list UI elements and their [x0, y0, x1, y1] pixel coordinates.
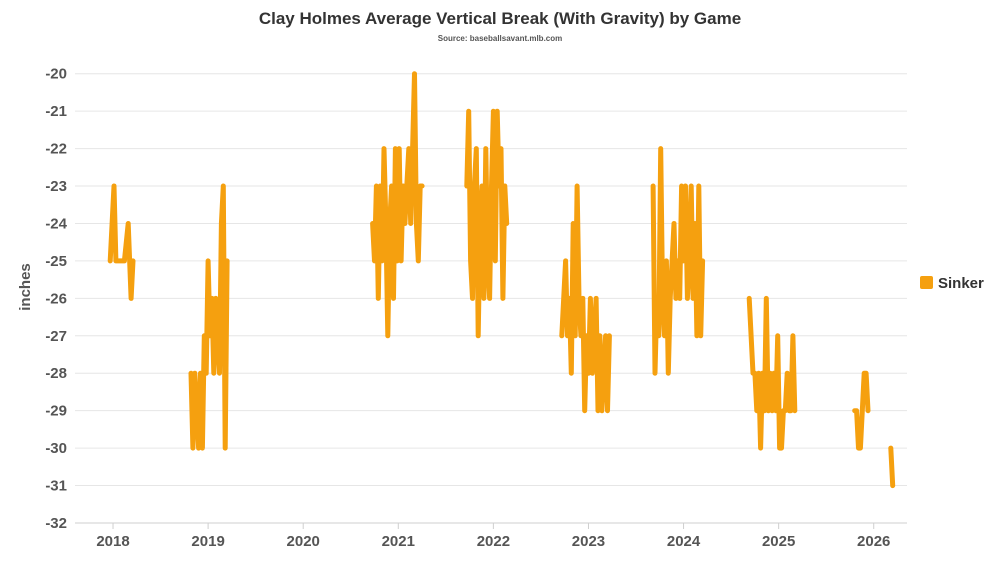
- legend[interactable]: Sinker: [920, 275, 984, 292]
- y-tick-label: -28: [45, 365, 67, 382]
- series-line-sinker: [888, 445, 896, 489]
- y-tick-label: -31: [45, 478, 67, 495]
- y-tick-label: -27: [45, 328, 67, 345]
- y-tick-label: -20: [45, 66, 67, 83]
- x-tick-label: 2025: [762, 533, 795, 550]
- series-layer: [107, 71, 896, 489]
- y-tick-label: -24: [45, 215, 67, 232]
- series-line-sinker: [559, 183, 612, 414]
- series-line-sinker: [852, 370, 871, 451]
- y-tick-labels: -20 -21 -22 -23 -24 -25 -26 -27 -28 -29 -30 -31 -32: [45, 66, 67, 532]
- legend-label: Sinker: [938, 275, 984, 292]
- series-line-sinker: [107, 183, 136, 301]
- series-line-sinker: [464, 108, 510, 339]
- y-tick-label: -26: [45, 290, 67, 307]
- chart-subtitle: Source: baseballsavant.mlb.com: [438, 34, 563, 43]
- series-line-sinker: [370, 71, 425, 339]
- x-tick-label: 2023: [572, 533, 605, 550]
- x-tick-label: 2022: [477, 533, 510, 550]
- y-tick-label: -32: [45, 515, 67, 532]
- legend-swatch: [920, 276, 933, 289]
- y-tick-label: -30: [45, 440, 67, 457]
- y-tick-label: -21: [45, 103, 67, 120]
- x-tick-labels: 2018 2019 2020 2021 2022 2023 2024 2025 2026: [96, 533, 890, 550]
- y-tick-label: -25: [45, 253, 67, 270]
- x-tick-label: 2021: [382, 533, 415, 550]
- chart-title: Clay Holmes Average Vertical Break (With…: [259, 9, 741, 28]
- series-line-sinker: [746, 295, 798, 451]
- y-axis-label: inches: [17, 263, 34, 311]
- y-tick-label: -22: [45, 141, 67, 158]
- x-tick-label: 2020: [287, 533, 320, 550]
- series-line-sinker: [650, 146, 706, 376]
- y-tick-label: -23: [45, 178, 67, 195]
- series-line-sinker: [188, 183, 230, 451]
- x-tick-label: 2026: [857, 533, 890, 550]
- y-tick-label: -29: [45, 403, 67, 420]
- x-tick-label: 2018: [96, 533, 129, 550]
- x-tick-label: 2019: [191, 533, 224, 550]
- x-tick-label: 2024: [667, 533, 701, 550]
